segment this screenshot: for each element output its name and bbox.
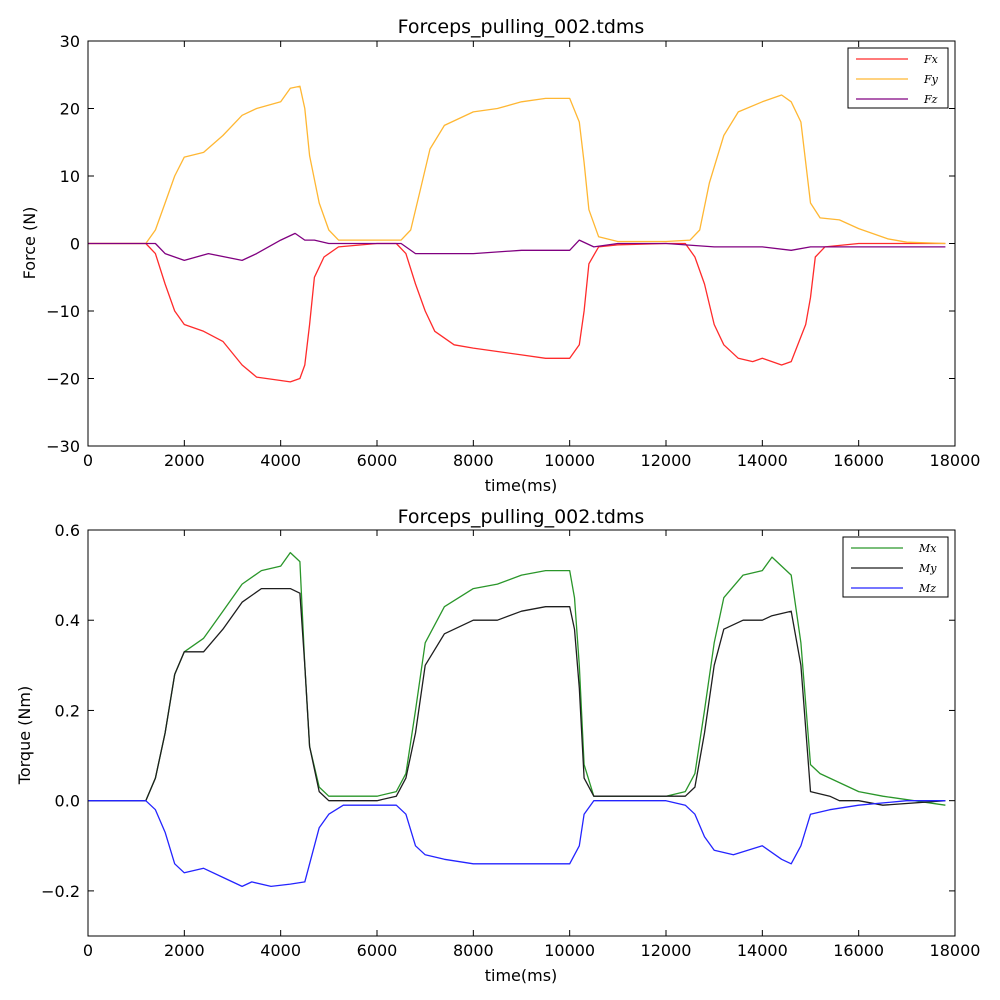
force-ytick-label: 20 — [60, 100, 80, 119]
force-ytick-label: 0 — [70, 235, 80, 254]
torque-legend-label-my: My — [918, 562, 937, 575]
torque-xtick-label: 12000 — [641, 941, 692, 960]
force-chart-frame — [87, 40, 956, 447]
force-xtick-label: 6000 — [357, 451, 398, 470]
force-chart-xlabel: time(ms) — [485, 476, 558, 495]
force-ytick-label: 10 — [60, 167, 80, 186]
force-xtick-label: 4000 — [260, 451, 301, 470]
force-legend-label-fz: Fz — [923, 93, 938, 106]
force-legend-label-fy: Fy — [923, 73, 939, 86]
torque-xtick-label: 18000 — [930, 941, 981, 960]
force-xtick-label: 14000 — [737, 451, 788, 470]
torque-ytick-label: 0.4 — [55, 611, 80, 630]
torque-chart-xlabel: time(ms) — [485, 966, 558, 985]
force-xtick-label: 12000 — [641, 451, 692, 470]
force-chart-ylabel: Force (N) — [20, 207, 39, 280]
torque-chart: Forceps_pulling_002.tdms 0 2000 4000 6000 80… — [15, 506, 980, 985]
force-chart-series — [88, 85, 946, 383]
torque-chart-ylabel: Torque (Nm) — [15, 686, 34, 785]
torque-legend-box — [842, 536, 949, 598]
torque-xtick-label: 2000 — [164, 941, 205, 960]
torque-xtick-label: 0 — [83, 941, 93, 960]
torque-xtick-label: 14000 — [737, 941, 788, 960]
torque-ytick-label: −0.2 — [41, 882, 80, 901]
torque-xtick-label: 6000 — [357, 941, 398, 960]
force-ytick-label: 30 — [60, 32, 80, 51]
torque-ytick-label: 0.6 — [55, 521, 80, 540]
torque-chart-frame — [87, 529, 956, 937]
torque-xtick-label: 4000 — [260, 941, 301, 960]
force-chart-title: Forceps_pulling_002.tdms — [398, 16, 645, 38]
torque-chart-series — [88, 551, 946, 888]
torque-ytick-label: 0.0 — [55, 792, 80, 811]
force-ytick-label: −20 — [46, 370, 80, 389]
force-series-fz-line — [88, 232, 946, 262]
force-series-fy-line — [88, 85, 946, 245]
torque-legend-label-mx: Mx — [918, 542, 937, 555]
torque-xtick-label: 10000 — [544, 941, 595, 960]
force-ytick-label: −10 — [46, 302, 80, 321]
force-chart-legend: Fx Fy Fz — [847, 47, 949, 109]
torque-xtick-label: 16000 — [833, 941, 884, 960]
torque-ytick-label: 0.2 — [55, 701, 80, 720]
force-xtick-label: 0 — [83, 451, 93, 470]
force-xtick-label: 16000 — [833, 451, 884, 470]
force-legend-box — [847, 47, 949, 109]
force-chart-ticks: 0 2000 4000 6000 8000 10000 12000 14000 16000 180… — [46, 32, 980, 470]
force-xtick-label: 18000 — [930, 451, 981, 470]
torque-chart-ticks: 0 2000 4000 6000 8000 10000 12000 14000 16000 180… — [41, 521, 980, 960]
force-xtick-label: 2000 — [164, 451, 205, 470]
force-ytick-label: −30 — [46, 437, 80, 456]
torque-chart-title: Forceps_pulling_002.tdms — [398, 506, 645, 528]
force-xtick-label: 8000 — [453, 451, 494, 470]
torque-xtick-label: 8000 — [453, 941, 494, 960]
torque-legend-label-mz: Mz — [918, 582, 936, 595]
force-xtick-label: 10000 — [544, 451, 595, 470]
force-series-fx-line — [88, 242, 946, 383]
torque-series-mz-line — [88, 800, 946, 888]
force-legend-label-fx: Fx — [923, 53, 939, 66]
force-chart: Forceps_pulling_002.tdms 0 2000 4000 6000 80… — [20, 16, 980, 495]
torque-chart-legend: Mx My Mz — [842, 536, 949, 598]
torque-series-mx-line — [88, 551, 946, 806]
torque-series-my-line — [88, 587, 946, 806]
